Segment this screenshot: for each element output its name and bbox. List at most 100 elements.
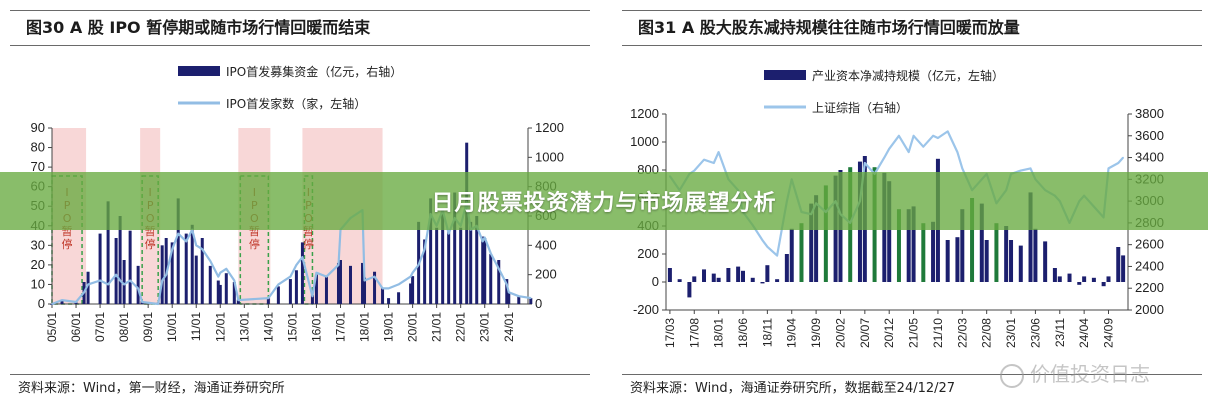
- bar: [784, 254, 789, 282]
- x-tick-label: 21/01: [430, 312, 444, 342]
- bar: [505, 279, 509, 304]
- bar: [481, 236, 485, 304]
- line-point: [337, 264, 340, 266]
- right-y-tick-label: 2200: [1135, 280, 1164, 295]
- x-tick-label: 20/12: [882, 318, 896, 348]
- bar: [190, 224, 194, 304]
- line-point: [703, 158, 705, 161]
- bar: [692, 276, 697, 282]
- line-point: [301, 256, 304, 258]
- line-point: [171, 248, 174, 251]
- watermark: 价值投资日志: [1000, 358, 1150, 388]
- line-point: [961, 167, 964, 170]
- bar: [1009, 240, 1014, 282]
- line-point: [289, 275, 292, 278]
- bar: [1057, 276, 1062, 282]
- bar: [814, 195, 819, 282]
- bar: [1043, 241, 1048, 282]
- bar: [702, 269, 707, 282]
- line-point: [141, 301, 143, 303]
- watermark-logo-icon: [1000, 363, 1024, 388]
- line-point: [417, 264, 420, 266]
- line-point: [387, 287, 390, 290]
- right-source-note: 资料来源：Wind，海通证券研究所，数据截至24/12/27: [630, 381, 956, 396]
- bar: [1082, 276, 1087, 282]
- pause-box-label: 暂: [62, 225, 73, 238]
- line-point: [447, 232, 450, 235]
- bar: [517, 296, 521, 304]
- bar: [349, 265, 353, 304]
- bar: [984, 240, 989, 282]
- x-tick-label: 22/01: [454, 312, 468, 342]
- x-tick-label: 18/11: [760, 318, 774, 347]
- bar: [1028, 192, 1033, 282]
- top-rule: [10, 10, 590, 11]
- line-point: [107, 283, 109, 286]
- left-y-tick-label: 80: [31, 140, 45, 155]
- line-point: [277, 283, 280, 286]
- bar: [1101, 282, 1106, 287]
- right-y-tick-label: 3400: [1135, 150, 1164, 165]
- line-point: [397, 283, 400, 286]
- line-point: [363, 279, 366, 282]
- bottom-rule: [10, 374, 590, 375]
- legend-label: IPO首发家数（家，左轴）: [226, 96, 366, 111]
- bar: [765, 265, 770, 282]
- line-point: [373, 275, 376, 278]
- line-point: [119, 279, 121, 282]
- bar: [1067, 273, 1072, 282]
- x-tick-label: 24/09: [1102, 318, 1116, 348]
- line-point: [497, 268, 500, 270]
- line-point: [123, 283, 125, 286]
- right-y-tick-label: 200: [535, 267, 557, 282]
- line-point: [201, 248, 204, 251]
- line-point: [1019, 169, 1022, 172]
- line-point: [75, 301, 77, 303]
- line-point: [209, 260, 212, 262]
- legend-label: 上证综指（右轴）: [812, 100, 908, 115]
- overlay-banner: 日月股票投资潜力与市场展望分析: [0, 172, 1208, 230]
- title-rule: [622, 45, 1202, 46]
- left-y-tick-label: 1200: [630, 106, 659, 121]
- bar: [711, 273, 716, 282]
- bar: [387, 298, 391, 304]
- legend-swatch-bar: [764, 70, 806, 80]
- legend-swatch-bar: [178, 66, 220, 76]
- bar: [970, 198, 975, 282]
- x-tick-label: 15/01: [285, 312, 299, 342]
- bar: [447, 232, 451, 304]
- left-y-tick-label: 20: [31, 257, 45, 272]
- line-point: [165, 273, 167, 276]
- bar: [336, 262, 340, 304]
- bar: [363, 277, 367, 304]
- line-point: [922, 145, 925, 148]
- bar: [106, 201, 110, 304]
- line-point: [295, 264, 298, 266]
- legend-label: IPO首发募集资金（亿元，右轴）: [226, 64, 402, 79]
- bar: [921, 223, 926, 282]
- bar: [118, 216, 122, 304]
- title-rule: [10, 45, 590, 46]
- right-y-tick-label: 1200: [535, 120, 564, 135]
- bar: [200, 238, 204, 304]
- bar: [775, 279, 780, 282]
- bar: [224, 273, 228, 304]
- bar: [276, 286, 280, 304]
- bar: [216, 280, 220, 304]
- bar: [945, 240, 950, 282]
- bar: [911, 206, 916, 282]
- x-tick-label: 20/02: [833, 318, 847, 348]
- bar: [338, 260, 342, 304]
- right-figure-title: 图31 A 股大股东减持规模往往随市场行情回暖而放量: [638, 18, 1020, 37]
- x-tick-label: 17/08: [687, 318, 701, 348]
- x-tick-label: 05/01: [45, 312, 59, 342]
- bar: [677, 279, 682, 282]
- pause-box-label: 暂: [249, 225, 260, 238]
- bottom-rule: [622, 374, 1202, 375]
- bar: [300, 242, 304, 304]
- x-tick-label: 18/01: [358, 312, 372, 342]
- line-point: [177, 232, 180, 235]
- bar: [823, 185, 828, 282]
- line-point: [937, 137, 939, 139]
- right-y-tick-label: 2000: [1135, 302, 1164, 317]
